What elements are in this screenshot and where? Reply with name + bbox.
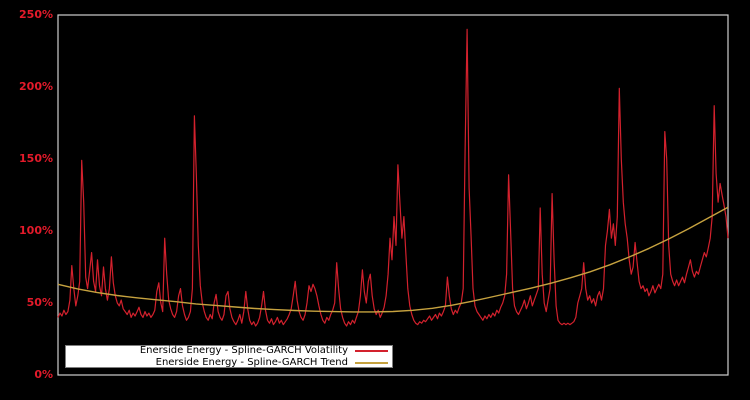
- plot-frame: [57, 14, 729, 376]
- legend-label-volatility: Enerside Energy - Spline-GARCH Volatilit…: [139, 345, 348, 356]
- legend-item-volatility: Enerside Energy - Spline-GARCH Volatilit…: [66, 345, 388, 356]
- y-axis-tick-label: 200%: [19, 80, 53, 93]
- legend: Enerside Energy - Spline-GARCH Volatilit…: [65, 345, 393, 368]
- volatility-line-sample-icon: [355, 349, 388, 352]
- legend-label-trend: Enerside Energy - Spline-GARCH Trend: [155, 357, 348, 368]
- volatility-series-line: [57, 28, 729, 327]
- y-axis-tick-label: 0%: [34, 368, 53, 381]
- trend-series-line: [57, 206, 729, 313]
- y-axis-tick-label: 100%: [19, 224, 53, 237]
- legend-item-trend: Enerside Energy - Spline-GARCH Trend: [66, 357, 388, 368]
- trend-line-sample-icon: [355, 361, 388, 364]
- y-axis-tick-label: 250%: [19, 8, 53, 21]
- y-axis-tick-label: 50%: [26, 296, 53, 309]
- y-axis-tick-label: 150%: [19, 152, 53, 165]
